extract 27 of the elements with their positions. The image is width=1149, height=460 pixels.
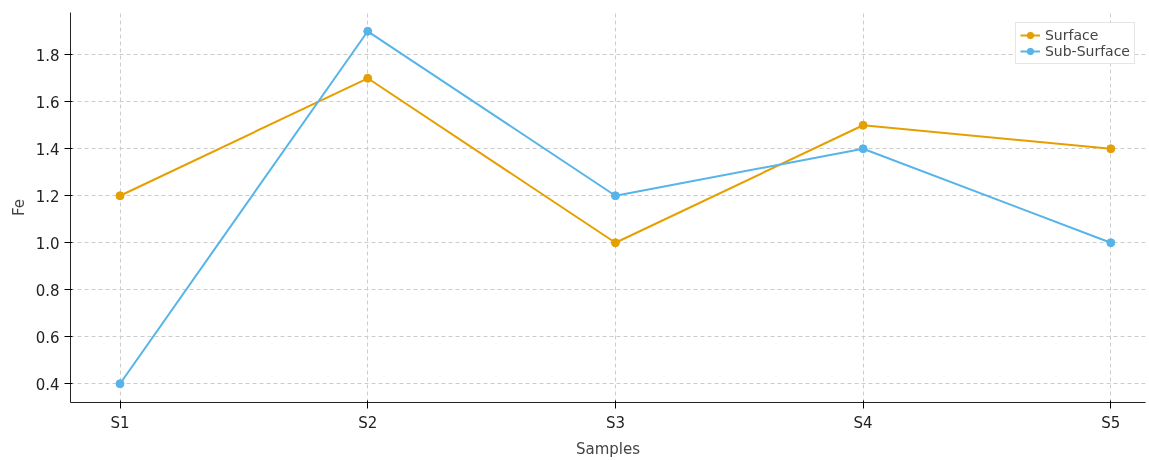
x-tick-label: S2 xyxy=(358,413,378,432)
point xyxy=(115,379,125,389)
point xyxy=(610,191,620,201)
point xyxy=(1106,144,1116,154)
x-tick-label: S1 xyxy=(110,413,130,432)
point xyxy=(610,238,620,248)
x-tick-label: S3 xyxy=(605,413,625,432)
y-tick-label: 1.4 xyxy=(35,140,60,159)
legend-label: Surface xyxy=(1044,27,1099,43)
y-tick-label: 1.8 xyxy=(35,46,60,65)
y-tick-label: 1.6 xyxy=(35,93,60,112)
legend-label: Sub-Surface xyxy=(1044,43,1130,59)
point xyxy=(858,144,868,154)
y-axis-title: Fe xyxy=(9,198,28,217)
y-tick-label: 1.2 xyxy=(35,187,60,206)
point xyxy=(858,120,868,130)
point xyxy=(363,73,373,83)
y-tick-label: 0.8 xyxy=(35,281,60,300)
y-tick-label: 1.0 xyxy=(35,234,60,253)
y-tick-label: 0.4 xyxy=(35,375,60,394)
point xyxy=(115,191,125,201)
y-tick-label: 0.6 xyxy=(35,328,60,347)
point xyxy=(363,26,373,36)
point xyxy=(1106,238,1116,248)
x-tick-label: S5 xyxy=(1101,413,1121,432)
x-tick-label: S4 xyxy=(853,413,873,432)
x-axis-title: Samples xyxy=(575,439,641,458)
